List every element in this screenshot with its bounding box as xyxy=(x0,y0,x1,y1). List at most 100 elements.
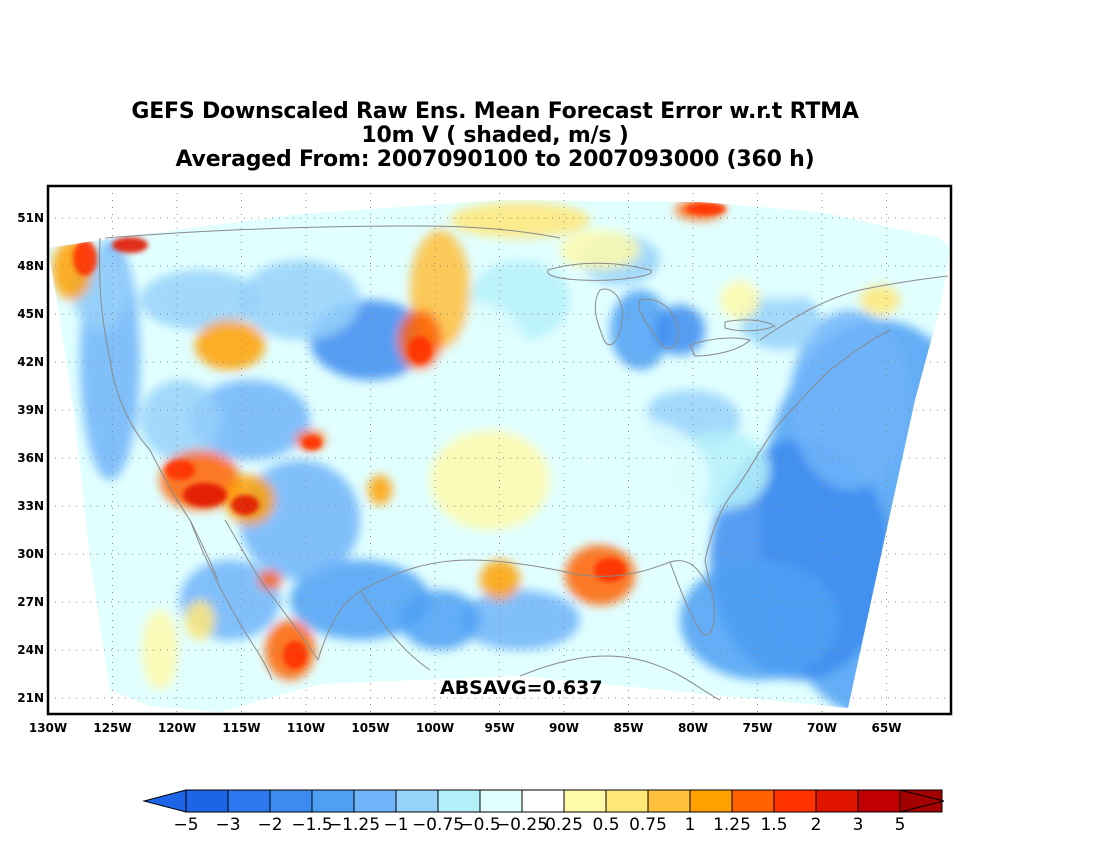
lat-tick-label: 51N xyxy=(17,211,44,225)
field-patch xyxy=(720,280,760,320)
field-patch xyxy=(400,590,480,650)
title-line-2: 10m V ( shaded, m/s ) xyxy=(361,123,629,148)
colorbar-swatch xyxy=(311,789,355,813)
lon-tick-label: 110W xyxy=(287,721,325,735)
colorbar-tick-label: 2 xyxy=(811,815,822,835)
colorbar-tick-label: 5 xyxy=(895,815,906,835)
colorbar-tick-label: 3 xyxy=(853,815,864,835)
colorbar-tick-label: −0.5 xyxy=(459,815,500,835)
colorbar-tick-label: 0.5 xyxy=(592,815,619,835)
colorbar-tick-label: 1.5 xyxy=(760,815,787,835)
colorbar-swatch xyxy=(689,789,733,813)
colorbar-tick-label: −2 xyxy=(257,815,282,835)
lon-tick-label: 115W xyxy=(222,721,260,735)
lat-tick-label: 39N xyxy=(17,403,44,417)
colorbar-tick-label: −1.5 xyxy=(291,815,332,835)
great-lakes xyxy=(547,262,777,357)
lon-tick-label: 95W xyxy=(485,721,515,735)
colorbar-tick-label: 0.75 xyxy=(629,815,667,835)
field-patch-strong xyxy=(183,483,227,507)
field-patch xyxy=(790,310,910,490)
field-patch xyxy=(190,380,310,460)
field-patch xyxy=(460,590,580,650)
lon-tick-label: 130W xyxy=(29,721,67,735)
colorbar-swatch xyxy=(227,789,271,813)
colorbar-under-arrow xyxy=(142,789,187,813)
colorbar-tick-label: −5 xyxy=(173,815,198,835)
field-patch-strong xyxy=(112,237,148,253)
lon-tick-label: 125W xyxy=(93,721,131,735)
field-patch-strong xyxy=(283,641,307,669)
lat-tick-label: 33N xyxy=(17,499,44,513)
field-patch-strong xyxy=(408,336,432,364)
colorbar-swatch xyxy=(521,789,565,813)
colorbar-swatch xyxy=(395,789,439,813)
field-patch xyxy=(430,430,550,530)
coastline-florida xyxy=(669,559,715,636)
colorbar-tick-label: 1 xyxy=(685,815,696,835)
colorbar-tick-label: −3 xyxy=(215,815,240,835)
field-patch xyxy=(680,560,840,680)
colorbar-swatch xyxy=(773,789,817,813)
field-patch xyxy=(240,260,360,340)
field-patch xyxy=(140,380,220,460)
chart-title-block: GEFS Downscaled Raw Ens. Mean Forecast E… xyxy=(0,100,990,172)
lon-tick-label: 105W xyxy=(351,721,389,735)
field-patch xyxy=(480,560,520,600)
coastline-gulf-of-california xyxy=(224,519,319,661)
coastline-baja xyxy=(189,519,273,681)
field-patch-strong xyxy=(165,460,195,480)
canada-border xyxy=(104,225,949,341)
colorbar-swatch xyxy=(563,789,607,813)
colorbar-swatch xyxy=(731,789,775,813)
field-patch xyxy=(258,570,282,590)
lon-tick-label: 80W xyxy=(678,721,708,735)
field-patch xyxy=(140,270,260,330)
title-line-3: Averaged From: 2007090100 to 2007093000 … xyxy=(175,147,815,172)
field-patch xyxy=(720,220,840,300)
coastline-west xyxy=(99,237,219,581)
colorbar-swatch xyxy=(353,789,397,813)
plot-frame xyxy=(46,184,953,716)
field-patch-strong xyxy=(73,240,97,276)
colorbar-tick-label: 0.25 xyxy=(545,815,583,835)
lat-tick-label: 45N xyxy=(17,307,44,321)
lon-tick-label: 75W xyxy=(743,721,773,735)
colorbar-swatch xyxy=(185,789,229,813)
field-patch xyxy=(185,600,215,640)
lat-tick-label: 27N xyxy=(17,595,44,609)
lat-tick-label: 36N xyxy=(17,451,44,465)
field-patch-strong xyxy=(594,558,626,582)
lon-tick-label: 90W xyxy=(549,721,579,735)
field-patch xyxy=(570,420,710,540)
colorbar-swatch xyxy=(815,789,859,813)
field-patch xyxy=(195,320,265,370)
lat-tick-label: 21N xyxy=(17,691,44,705)
colorbar-swatch xyxy=(437,789,481,813)
colorbar-tick-label: −1 xyxy=(383,815,408,835)
lon-tick-label: 70W xyxy=(807,721,837,735)
colorbar-swatch xyxy=(269,789,313,813)
field-patch xyxy=(560,230,640,270)
mexico-coast xyxy=(359,589,721,701)
colorbar-tick-label: −0.25 xyxy=(496,815,548,835)
field-patch xyxy=(450,202,590,238)
field-patch xyxy=(368,475,392,505)
field-patch-strong xyxy=(686,203,726,215)
colorbar-tick-label: −1.25 xyxy=(328,815,380,835)
colorbar-tick-label: 1.25 xyxy=(713,815,751,835)
colorbar-swatch xyxy=(857,789,901,813)
shaded-field xyxy=(48,200,950,712)
lat-tick-label: 30N xyxy=(17,547,44,561)
colorbar-swatch xyxy=(479,789,523,813)
colorbar-swatch xyxy=(647,789,691,813)
lon-tick-label: 65W xyxy=(872,721,902,735)
lon-tick-label: 120W xyxy=(158,721,196,735)
colorbar: −5 −3 −2 −1.5−1.25 −1 −0.75−0.5−0.250.25 0.5 0.… xyxy=(142,789,945,835)
longitude-tick-labels: 130W 125W 120W 115W 110W 105W 100W 95W 90W 85W 80W… xyxy=(29,721,902,735)
lon-tick-label: 85W xyxy=(614,721,644,735)
field-patch xyxy=(740,290,820,350)
lat-tick-label: 24N xyxy=(17,643,44,657)
field-patch xyxy=(610,290,670,370)
